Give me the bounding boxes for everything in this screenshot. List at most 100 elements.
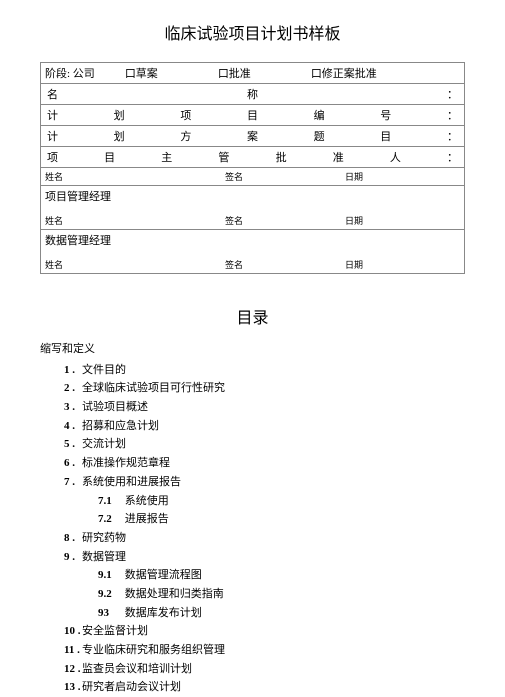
toc-text: 研究药物 [82, 532, 126, 544]
toc-number: 4 . [64, 417, 82, 436]
toc-number: 13 . [64, 678, 82, 697]
sig-row-1: 姓名 签名 日期 [41, 168, 465, 186]
cell: 准 [333, 149, 344, 165]
toc-number: 11 . [64, 641, 82, 660]
toc-subitem: 9.1 数据管理流程图 [98, 566, 465, 585]
dm-row: 数据管理经理 姓名 签名 日期 [41, 230, 465, 274]
cell: ： [447, 149, 458, 165]
document-title: 临床试验项目计划书样板 [40, 20, 465, 44]
cell: 项 [47, 149, 58, 165]
toc-subitem: 7.2 进展报告 [98, 510, 465, 529]
toc-subtext: 进展报告 [122, 513, 169, 525]
date-label: 日期 [345, 170, 363, 183]
toc-text: 数据管理 [82, 551, 126, 563]
cell: 号 [380, 107, 391, 123]
sign-label: 签名 [225, 170, 345, 183]
toc-subnumber: 93 [98, 604, 122, 623]
toc-subitem: 93 数据库发布计划 [98, 604, 465, 623]
checkbox-amendment: 口修正案批准 [311, 65, 377, 81]
toc-subnumber: 7.2 [98, 510, 122, 529]
toc-title: 目录 [40, 304, 465, 328]
info-table: 阶段: 公司 口草案 口批准 口修正案批准 名 称 ： 计 划 项 目 编 号 [40, 62, 465, 274]
toc-number: 12 . [64, 660, 82, 679]
toc-text: 专业临床研究和服务组织管理 [82, 644, 225, 656]
approver-row: 项 目 主 管 批 准 人 ： [41, 147, 465, 168]
toc-text: 交流计划 [82, 438, 126, 450]
cell: 目 [104, 149, 115, 165]
cell: 计 [47, 107, 58, 123]
toc-item: 7 .系统使用和进展报告 [64, 473, 465, 492]
toc-item: 4 .招募和应急计划 [64, 417, 465, 436]
toc-text: 试验项目概述 [82, 401, 148, 413]
sign-label: 签名 [225, 214, 345, 227]
toc-subnumber: 9.2 [98, 585, 122, 604]
pm-row: 项目管理经理 姓名 签名 日期 [41, 186, 465, 230]
toc-number: 5 . [64, 435, 82, 454]
toc: 缩写和定义 1 .文件目的2 .全球临床试验项目可行性研究3 .试验项目概述4 … [40, 340, 465, 697]
cell: 划 [114, 128, 125, 144]
stage-label: 阶段: 公司 [45, 65, 95, 81]
toc-text: 全球临床试验项目可行性研究 [82, 382, 225, 394]
toc-text: 监查员会议和培训计划 [82, 663, 192, 675]
toc-subtext: 数据处理和归类指南 [122, 588, 224, 600]
toc-subitem: 9.2 数据处理和归类指南 [98, 585, 465, 604]
toc-item: 12 .监查员会议和培训计划 [64, 660, 465, 679]
cell: ： [447, 128, 458, 144]
name-label: 姓名 [45, 214, 225, 227]
cell: 目 [247, 107, 258, 123]
toc-item: 6 .标准操作规范章程 [64, 454, 465, 473]
cell: 主 [161, 149, 172, 165]
toc-list: 1 .文件目的2 .全球临床试验项目可行性研究3 .试验项目概述4 .招募和应急… [40, 361, 465, 697]
toc-item: 2 .全球临床试验项目可行性研究 [64, 379, 465, 398]
toc-item: 5 .交流计划 [64, 435, 465, 454]
toc-text: 研究者启动会议计划 [82, 681, 181, 693]
cell: 划 [114, 107, 125, 123]
toc-subtext: 数据管理流程图 [122, 569, 202, 581]
toc-subnumber: 9.1 [98, 566, 122, 585]
toc-text: 安全监督计划 [82, 625, 148, 637]
toc-item: 10 .安全监督计划 [64, 622, 465, 641]
cell: ： [447, 107, 458, 123]
plan-title-row: 计 划 方 案 题 目 ： [41, 126, 465, 147]
checkbox-approved: 口批准 [218, 65, 251, 81]
toc-subtext: 数据库发布计划 [122, 607, 202, 619]
toc-subitem: 7.1 系统使用 [98, 492, 465, 511]
cell: 名 [47, 86, 58, 102]
cell: 人 [390, 149, 401, 165]
cell: 管 [218, 149, 229, 165]
name-label: 姓名 [45, 170, 225, 183]
toc-subtext: 系统使用 [122, 495, 169, 507]
toc-subnumber: 7.1 [98, 492, 122, 511]
sign-label: 签名 [225, 258, 345, 271]
toc-number: 10 . [64, 622, 82, 641]
cell: ： [447, 86, 458, 102]
name-row: 名 称 ： [41, 84, 465, 105]
cell: 方 [180, 128, 191, 144]
cell: 计 [47, 128, 58, 144]
cell: 题 [314, 128, 325, 144]
cell: 案 [247, 128, 258, 144]
name-label: 姓名 [45, 258, 225, 271]
toc-item: 11 .专业临床研究和服务组织管理 [64, 641, 465, 660]
cell: 批 [276, 149, 287, 165]
toc-item: 9 .数据管理 [64, 548, 465, 567]
toc-number: 6 . [64, 454, 82, 473]
toc-text: 系统使用和进展报告 [82, 476, 181, 488]
pm-label: 项目管理经理 [45, 188, 460, 204]
cell: 目 [380, 128, 391, 144]
toc-item: 3 .试验项目概述 [64, 398, 465, 417]
cell: 项 [180, 107, 191, 123]
toc-number: 1 . [64, 361, 82, 380]
cell: 称 [247, 86, 258, 102]
toc-item: 8 .研究药物 [64, 529, 465, 548]
checkbox-draft: 口草案 [125, 65, 158, 81]
toc-item: 13 .研究者启动会议计划 [64, 678, 465, 697]
date-label: 日期 [345, 214, 363, 227]
toc-text: 标准操作规范章程 [82, 457, 170, 469]
toc-number: 7 . [64, 473, 82, 492]
date-label: 日期 [345, 258, 363, 271]
stage-row: 阶段: 公司 口草案 口批准 口修正案批准 [41, 63, 465, 84]
dm-label: 数据管理经理 [45, 232, 460, 248]
toc-number: 2 . [64, 379, 82, 398]
toc-number: 8 . [64, 529, 82, 548]
